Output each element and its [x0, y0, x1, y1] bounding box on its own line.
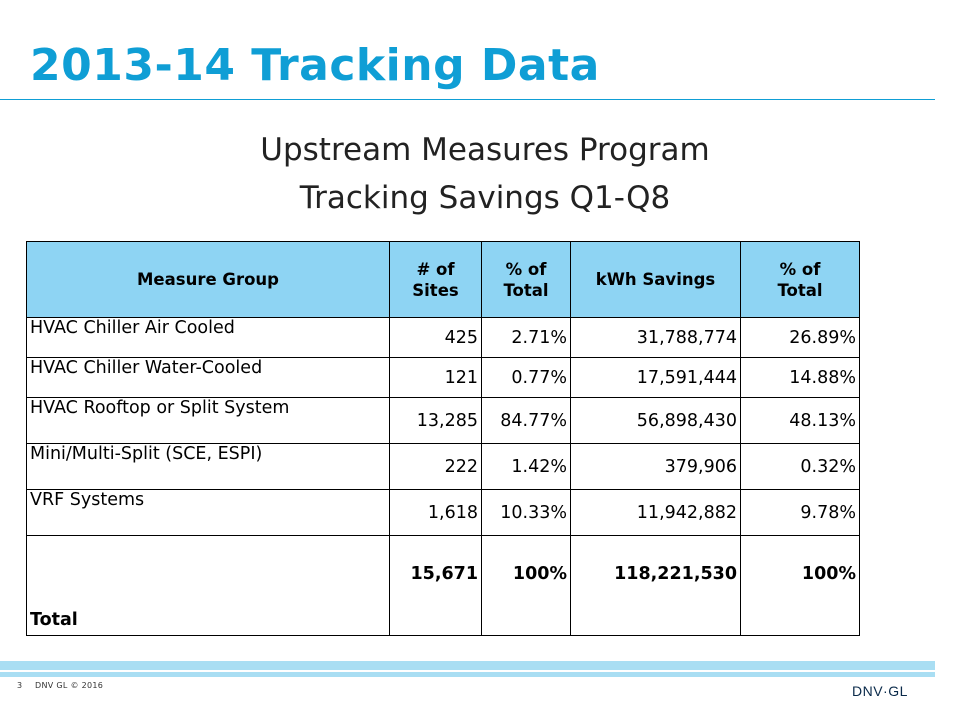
- cell-sites: 1,618: [389, 489, 482, 536]
- cell-kwh: 31,788,774: [570, 317, 741, 358]
- cell-measure-group: VRF Systems: [26, 489, 390, 536]
- tracking-data-table: Measure Group # of Sites % of Total kWh Sa…: [26, 241, 860, 636]
- cell-sites: 121: [389, 357, 482, 398]
- cell-pct-sites: 0.77%: [481, 357, 571, 398]
- cell-pct-sites: 84.77%: [481, 397, 571, 444]
- cell-pct-sites: 2.71%: [481, 317, 571, 358]
- svg-text:DNV·GL: DNV·GL: [852, 683, 908, 699]
- cell-total-pct-sites: 100%: [481, 535, 571, 636]
- table-total-row: Total 15,671 100% 118,221,530 100%: [26, 535, 860, 636]
- table-row: VRF Systems 1,618 10.33% 11,942,882 9.78…: [26, 489, 860, 536]
- copyright-notice: DNV GL © 2016: [35, 681, 104, 690]
- table-row: HVAC Chiller Water-Cooled 121 0.77% 17,5…: [26, 357, 860, 398]
- cell-kwh: 56,898,430: [570, 397, 741, 444]
- table-header-row: Measure Group # of Sites % of Total kWh Sa…: [26, 241, 860, 318]
- header-kwh-savings: kWh Savings: [570, 241, 741, 318]
- header-pct-kwh: % of Total: [740, 241, 860, 318]
- footer-band-lower: [0, 672, 935, 677]
- page-number: 3: [17, 681, 23, 690]
- cell-sites: 425: [389, 317, 482, 358]
- subtitle-program: Upstream Measures Program: [260, 132, 710, 168]
- cell-pct-sites: 10.33%: [481, 489, 571, 536]
- cell-kwh: 17,591,444: [570, 357, 741, 398]
- cell-measure-group: HVAC Chiller Air Cooled: [26, 317, 390, 358]
- cell-pct-sites: 1.42%: [481, 443, 571, 490]
- cell-pct-kwh: 48.13%: [740, 397, 860, 444]
- cell-pct-kwh: 9.78%: [740, 489, 860, 536]
- cell-pct-kwh: 26.89%: [740, 317, 860, 358]
- cell-measure-group: HVAC Rooftop or Split System: [26, 397, 390, 444]
- cell-total-kwh: 118,221,530: [570, 535, 741, 636]
- cell-kwh: 379,906: [570, 443, 741, 490]
- cell-sites: 222: [389, 443, 482, 490]
- cell-kwh: 11,942,882: [570, 489, 741, 536]
- table-row: HVAC Chiller Air Cooled 425 2.71% 31,788…: [26, 317, 860, 358]
- title-divider: [0, 99, 935, 100]
- header-measure-group: Measure Group: [26, 241, 390, 318]
- cell-total-label: Total: [26, 535, 390, 636]
- cell-pct-kwh: 14.88%: [740, 357, 860, 398]
- table-row: HVAC Rooftop or Split System 13,285 84.7…: [26, 397, 860, 444]
- dnv-gl-logo: DNV·GL: [852, 683, 908, 699]
- cell-sites: 13,285: [389, 397, 482, 444]
- page-title: 2013-14 Tracking Data: [30, 40, 600, 91]
- cell-total-pct-kwh: 100%: [740, 535, 860, 636]
- cell-pct-kwh: 0.32%: [740, 443, 860, 490]
- footer-band-upper: [0, 661, 935, 670]
- cell-measure-group: Mini/Multi-Split (SCE, ESPI): [26, 443, 390, 490]
- header-sites: # of Sites: [389, 241, 482, 318]
- subtitle-period: Tracking Savings Q1-Q8: [299, 180, 671, 216]
- table-row: Mini/Multi-Split (SCE, ESPI) 222 1.42% 3…: [26, 443, 860, 490]
- cell-measure-group: HVAC Chiller Water-Cooled: [26, 357, 390, 398]
- cell-total-sites: 15,671: [389, 535, 482, 636]
- header-pct-sites: % of Total: [481, 241, 571, 318]
